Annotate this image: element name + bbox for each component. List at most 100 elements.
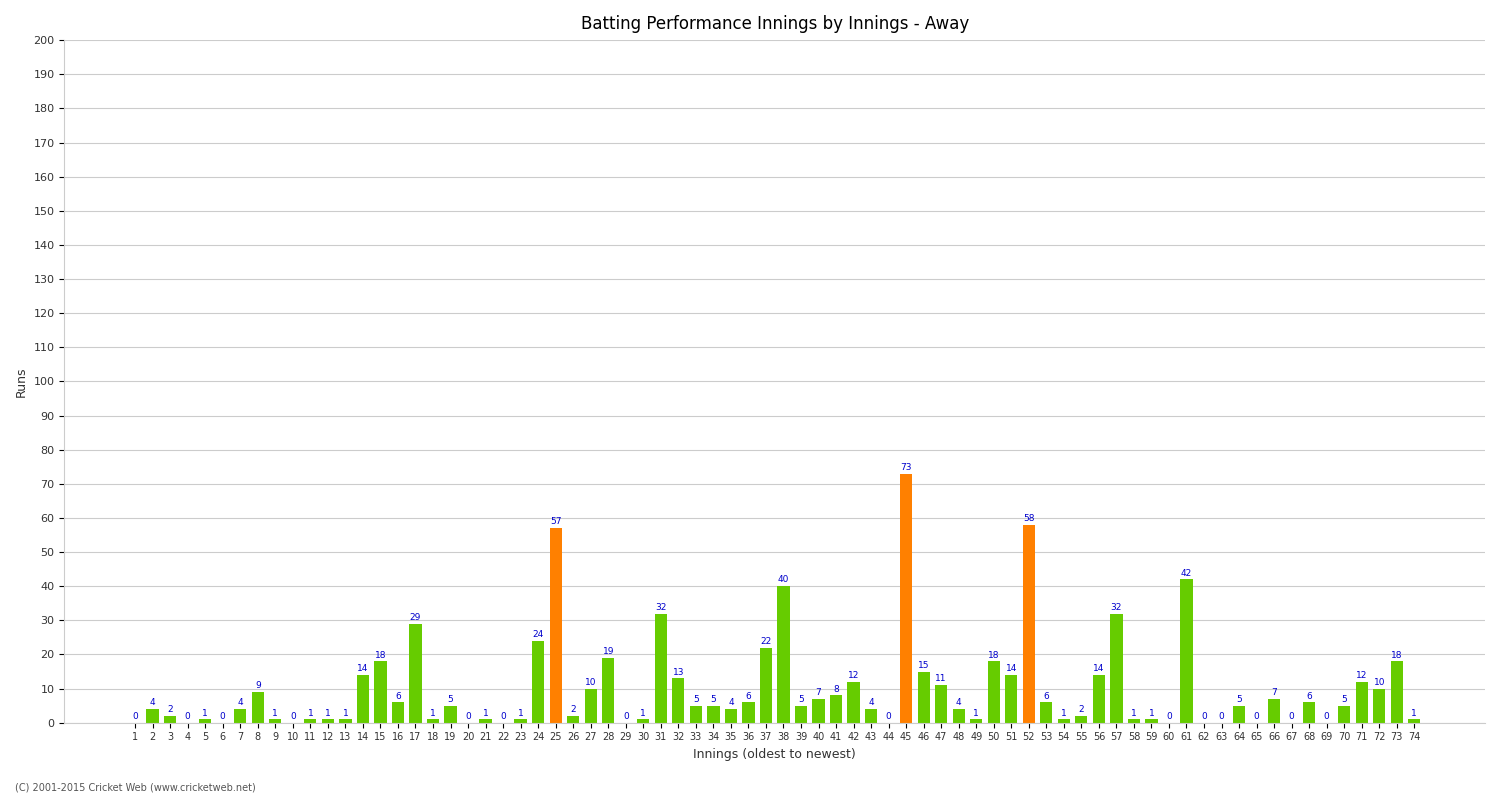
Bar	[392, 702, 404, 722]
Bar	[760, 648, 772, 722]
Text: 1: 1	[640, 709, 646, 718]
Text: 14: 14	[1094, 664, 1104, 674]
Text: 12: 12	[847, 671, 859, 680]
Text: 1: 1	[273, 709, 278, 718]
Bar	[987, 662, 1000, 722]
Text: 14: 14	[357, 664, 369, 674]
Bar	[1146, 719, 1158, 722]
Bar	[357, 675, 369, 722]
Bar	[777, 586, 789, 722]
Text: 9: 9	[255, 682, 261, 690]
Text: 5: 5	[711, 695, 716, 704]
Text: 40: 40	[778, 575, 789, 585]
Text: (C) 2001-2015 Cricket Web (www.cricketweb.net): (C) 2001-2015 Cricket Web (www.cricketwe…	[15, 782, 255, 792]
Text: 5: 5	[447, 695, 453, 704]
Text: 0: 0	[1324, 712, 1329, 721]
Text: 2: 2	[570, 705, 576, 714]
Text: 4: 4	[237, 698, 243, 707]
Title: Batting Performance Innings by Innings - Away: Batting Performance Innings by Innings -…	[580, 15, 969, 33]
Text: 2: 2	[168, 705, 172, 714]
Bar	[321, 719, 334, 722]
Text: 12: 12	[1356, 671, 1368, 680]
Text: 0: 0	[500, 712, 506, 721]
Text: 1: 1	[518, 709, 524, 718]
Bar	[970, 719, 982, 722]
Text: 11: 11	[936, 674, 946, 683]
Text: 29: 29	[410, 613, 422, 622]
Bar	[934, 685, 948, 722]
Bar	[567, 716, 579, 722]
Text: 42: 42	[1180, 569, 1192, 578]
Bar	[234, 709, 246, 722]
Bar	[952, 709, 964, 722]
Bar	[690, 706, 702, 722]
Text: 7: 7	[1270, 688, 1276, 697]
Bar	[339, 719, 351, 722]
Bar	[1408, 719, 1420, 722]
Text: 1: 1	[342, 709, 348, 718]
Bar	[830, 695, 842, 722]
Text: 0: 0	[290, 712, 296, 721]
Bar	[1058, 719, 1070, 722]
Text: 14: 14	[1005, 664, 1017, 674]
Text: 1: 1	[974, 709, 980, 718]
Bar	[900, 474, 912, 722]
Bar	[147, 709, 159, 722]
Bar	[638, 719, 650, 722]
Text: 6: 6	[1044, 691, 1048, 701]
Text: 10: 10	[585, 678, 597, 687]
Text: 0: 0	[220, 712, 225, 721]
Text: 0: 0	[132, 712, 138, 721]
Text: 6: 6	[746, 691, 752, 701]
Text: 5: 5	[1341, 695, 1347, 704]
Bar	[724, 709, 736, 722]
Text: 1: 1	[1149, 709, 1155, 718]
Text: 1: 1	[308, 709, 314, 718]
Bar	[1372, 689, 1386, 722]
Bar	[200, 719, 211, 722]
Bar	[252, 692, 264, 722]
Bar	[268, 719, 282, 722]
Text: 4: 4	[728, 698, 734, 707]
Text: 4: 4	[150, 698, 156, 707]
Text: 5: 5	[1236, 695, 1242, 704]
Bar	[164, 716, 177, 722]
Bar	[549, 528, 562, 722]
Text: 0: 0	[1166, 712, 1172, 721]
Text: 24: 24	[532, 630, 544, 639]
Text: 4: 4	[956, 698, 962, 707]
Text: 10: 10	[1374, 678, 1384, 687]
Bar	[1092, 675, 1106, 722]
Bar	[427, 719, 439, 722]
Bar	[1128, 719, 1140, 722]
Text: 0: 0	[622, 712, 628, 721]
Text: 0: 0	[1202, 712, 1208, 721]
Text: 6: 6	[394, 691, 400, 701]
Bar	[742, 702, 754, 722]
Text: 18: 18	[988, 650, 999, 659]
Bar	[1338, 706, 1350, 722]
Text: 32: 32	[656, 602, 666, 612]
Bar	[1040, 702, 1053, 722]
Text: 22: 22	[760, 637, 771, 646]
Text: 5: 5	[693, 695, 699, 704]
Bar	[532, 641, 544, 722]
Text: 32: 32	[1110, 602, 1122, 612]
Text: 18: 18	[375, 650, 386, 659]
Bar	[672, 678, 684, 722]
Text: 4: 4	[868, 698, 874, 707]
Text: 19: 19	[603, 647, 613, 656]
Y-axis label: Runs: Runs	[15, 366, 28, 397]
Text: 0: 0	[184, 712, 190, 721]
Bar	[1233, 706, 1245, 722]
Bar	[1005, 675, 1017, 722]
Bar	[1076, 716, 1088, 722]
Bar	[847, 682, 859, 722]
Text: 0: 0	[1218, 712, 1224, 721]
Text: 0: 0	[1254, 712, 1260, 721]
Text: 0: 0	[1288, 712, 1294, 721]
Bar	[918, 671, 930, 722]
Text: 0: 0	[885, 712, 891, 721]
Bar	[795, 706, 807, 722]
Bar	[1356, 682, 1368, 722]
